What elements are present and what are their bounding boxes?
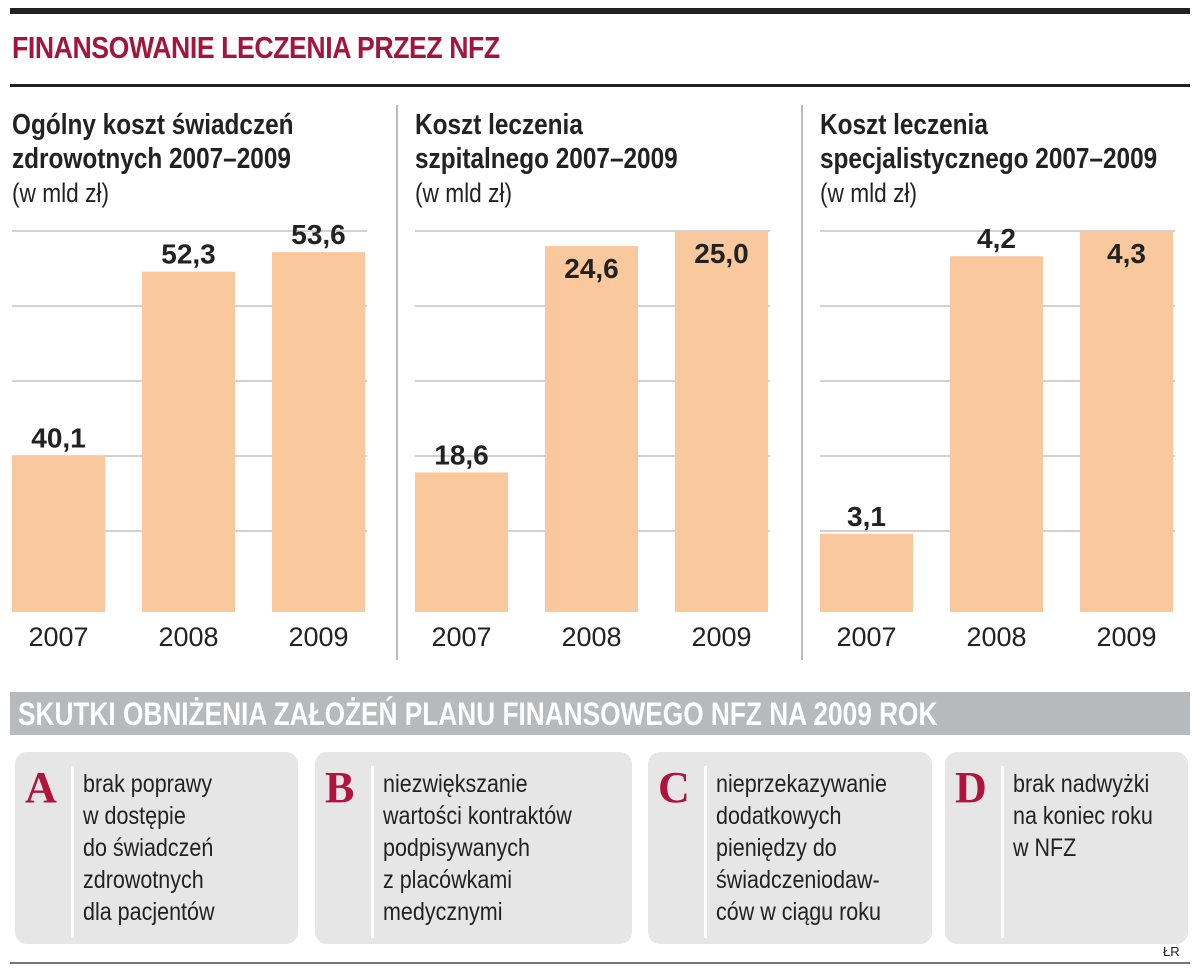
bar-2008 [142, 271, 235, 612]
page-title: FINANSOWANIE LECZENIA PRZEZ NFZ [12, 30, 500, 65]
effects-heading-band: SKUTKI OBNIŻENIA ZAŁOŻEŃ PLANU FINANSOWE… [10, 692, 1190, 735]
data-label: 25,0 [694, 238, 749, 269]
title-rule [10, 84, 1190, 87]
bar-2007 [820, 533, 913, 612]
bar-2008 [950, 256, 1043, 612]
effect-text: nieprzekazywanie dodatkowych pieniędzy do ś… [716, 770, 887, 926]
divider [71, 766, 74, 938]
bar-2009 [675, 231, 768, 612]
chart-title-line: Ogólny koszt świadczeń [12, 109, 294, 141]
x-tick-label: 2009 [288, 622, 348, 652]
x-tick-label: 2009 [691, 622, 751, 652]
chart-title: Ogólny koszt świadczeń zdrowotnych 2007–2… [12, 108, 294, 176]
divider [704, 766, 707, 938]
bar-chart: 18,6 2007 24,6 2008 25,0 2009 [415, 230, 770, 652]
x-tick-label: 2008 [158, 622, 218, 652]
bottom-rule [10, 962, 1190, 964]
effects-heading: SKUTKI OBNIŻENIA ZAŁOŻEŃ PLANU FINANSOWE… [18, 696, 938, 732]
letter-marker: D [955, 763, 987, 812]
x-tick-label: 2007 [836, 622, 896, 652]
data-label: 40,1 [31, 422, 86, 453]
x-tick-label: 2009 [1096, 622, 1156, 652]
bar-2008 [545, 246, 638, 612]
effect-text: niezwiększanie wartości kontraktów podpisy… [383, 770, 572, 926]
chart-panel-hospital: Koszt leczenia szpitalnego 2007–2009 (w m… [413, 100, 793, 670]
data-label: 53,6 [291, 219, 346, 250]
letter-marker: C [658, 763, 690, 812]
bar-chart: 40,1 2007 52,3 2008 53,6 2009 [12, 219, 367, 652]
top-rule [10, 8, 1190, 14]
chart-panel-general: Ogólny koszt świadczeń zdrowotnych 2007–2… [10, 100, 390, 670]
chart-title-line: Koszt leczenia [415, 109, 583, 141]
bar-chart: 3,1 2007 4,2 2008 4,3 2009 [820, 223, 1175, 652]
letter-marker: B [325, 763, 355, 812]
effect-text: brak nadwyżki na koniec roku w NFZ [1013, 770, 1153, 862]
effect-box-b: B niezwiększanie wartości kontraktów podpi… [315, 752, 632, 944]
data-label: 4,2 [977, 223, 1016, 254]
bar-2007 [415, 472, 508, 612]
data-label: 3,1 [847, 501, 886, 532]
chart-title: Koszt leczenia specjalistycznego 2007–200… [820, 108, 1157, 176]
letter-marker: A [25, 763, 57, 812]
divider [396, 105, 398, 660]
x-tick-label: 2007 [28, 622, 88, 652]
chart-panel-specialist: Koszt leczenia specjalistycznego 2007–200… [818, 100, 1198, 670]
author-credit: ŁR [1163, 944, 1180, 959]
chart-title-line: Koszt leczenia [820, 109, 988, 141]
chart-unit: (w mld zł) [820, 178, 918, 208]
chart-title-line: szpitalnego 2007–2009 [415, 143, 678, 175]
chart-title: Koszt leczenia szpitalnego 2007–2009 [415, 108, 678, 176]
chart-unit: (w mld zł) [415, 178, 513, 208]
divider [801, 105, 803, 660]
chart-title-line: zdrowotnych 2007–2009 [12, 143, 291, 175]
effect-text: brak poprawy w dostępie do świadczeń zdrowo… [83, 770, 215, 926]
chart-title-line: specjalistycznego 2007–2009 [820, 143, 1158, 175]
bar-2007 [12, 455, 105, 612]
divider [1001, 766, 1004, 938]
data-label: 18,6 [434, 439, 489, 470]
bar-2009 [1080, 231, 1173, 612]
data-label: 52,3 [161, 239, 216, 270]
effect-box-d: D brak nadwyżki na koniec roku w NFZ [945, 752, 1188, 944]
chart-unit: (w mld zł) [12, 178, 110, 208]
effect-box-a: A brak poprawy w dostępie do świadczeń zdro… [15, 752, 298, 944]
x-tick-label: 2007 [431, 622, 491, 652]
x-tick-label: 2008 [561, 622, 621, 652]
x-tick-label: 2008 [966, 622, 1026, 652]
bar-2009 [272, 252, 365, 612]
effect-box-c: C nieprzekazywanie dodatkowych pieniędzy d… [648, 752, 932, 944]
data-label: 24,6 [564, 253, 619, 284]
divider [371, 766, 374, 938]
data-label: 4,3 [1107, 238, 1146, 269]
